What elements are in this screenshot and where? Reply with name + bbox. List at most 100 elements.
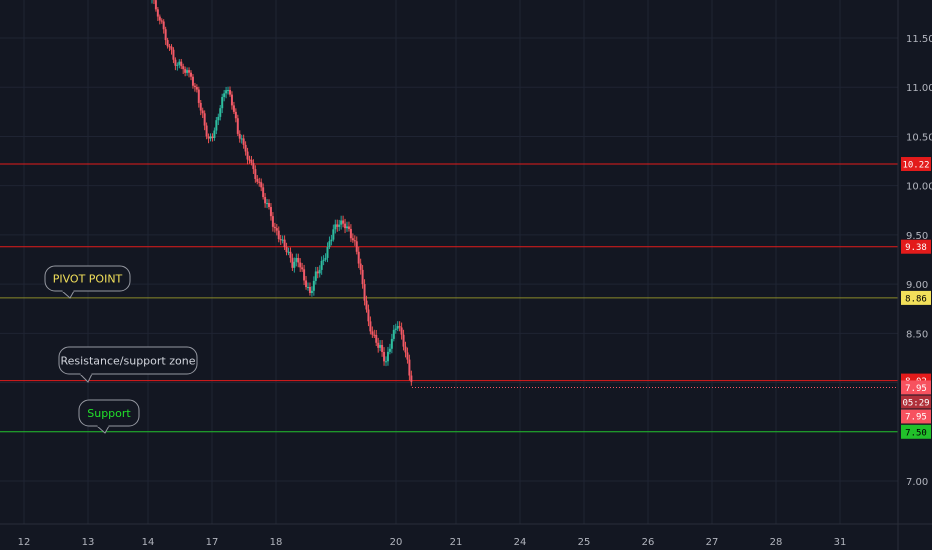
candle-body [244,144,247,152]
candle-body [355,241,358,252]
candle-body [211,136,214,139]
callout-bubble[interactable]: PIVOT POINT [44,265,131,299]
candle-body [351,238,354,241]
callouts: PIVOT POINT Resistance/support zone Suppor… [44,265,198,434]
candle-body [398,326,401,328]
candle-body [207,136,210,139]
candle-body [371,331,374,335]
candle-body [217,116,220,121]
level-price-tag [901,424,931,439]
y-tick-label: 10.50 [906,132,932,143]
candle-body [377,342,380,348]
x-tick-label: 26 [642,537,655,548]
candle-body [369,321,372,332]
candle-body [193,85,196,87]
candle-body [160,20,163,22]
candle-body [353,240,356,242]
candle-body [297,257,300,263]
level-price-tag [901,157,931,172]
candle-body [388,348,391,352]
candle-body [190,72,192,77]
candle-body [332,229,335,240]
candle-body [201,110,204,114]
candle-body [258,181,261,183]
candle-body [334,224,337,230]
candle-body [359,263,362,270]
candle-body [365,300,368,310]
candle-body [154,0,157,10]
candle-body [324,257,327,260]
x-tick-label: 25 [578,537,591,548]
candle-body [184,69,187,73]
candle-body [236,118,239,134]
candle-body [367,309,370,322]
candle-body [326,247,329,258]
candle-body [279,239,282,241]
candle-body [320,260,323,270]
candle-body [191,76,194,86]
candle-body [336,224,339,227]
candle-body [381,344,384,353]
candle-body [260,182,263,188]
candle-body [268,203,270,208]
candle-body [363,284,366,301]
price-series [151,0,413,386]
x-tick-label: 18 [270,537,283,548]
candle-body [373,334,376,336]
candle-body [246,151,249,160]
candle-body [314,271,317,281]
x-tick-label: 12 [18,537,31,548]
candle-body [264,197,267,204]
candle-body [392,329,395,339]
candle-body [394,328,397,330]
candle-body [269,207,272,217]
candle-body [318,269,321,274]
x-tick-label: 17 [206,537,219,548]
candle-body [213,130,216,139]
candle-body [229,90,231,95]
candle-body [176,64,179,66]
level-price-label: 9.38 [905,243,927,253]
candle-body [408,359,411,376]
callout-box [44,265,131,292]
candle-body [410,375,413,382]
candle-body [195,86,198,90]
candle-body [305,280,308,288]
last-price-tag [901,380,931,395]
candle-body [295,257,298,262]
candle-body [386,351,389,362]
candle-body [281,239,284,241]
level-price-label: 7.50 [905,428,927,438]
candle-body [209,136,212,139]
candle-body [254,169,257,179]
x-tick-label: 31 [834,537,847,548]
callout-bubble[interactable]: Resistance/support zone [58,346,198,383]
candle-body [182,66,185,70]
candle-body [219,108,222,117]
candle-body [287,251,290,253]
candle-body [312,280,315,291]
y-tick-label: 11.00 [906,83,932,94]
candle-body [199,102,202,111]
candle-body [361,269,364,285]
candle-body [328,241,331,248]
candle-body [180,61,183,67]
candle-body [225,90,228,94]
candle-body [203,113,206,126]
candle-body [166,40,169,47]
y-tick-label: 10.00 [906,182,932,193]
callout-bubble[interactable]: Support [78,399,140,434]
candle-body [402,334,405,347]
level-price-label: 8.86 [905,294,927,304]
x-tick-label: 20 [390,537,403,548]
last-price-tag-2 [901,409,931,424]
candle-body [357,251,360,264]
callout-text: Resistance/support zone [61,355,196,368]
candle-body [250,159,253,163]
candle-body [205,125,208,137]
chart-grid [0,0,898,524]
countdown-tag [901,395,931,409]
x-axis[interactable]: 12 13 14 17 18 20 21 24 25 26 27 28 31 [18,537,847,548]
